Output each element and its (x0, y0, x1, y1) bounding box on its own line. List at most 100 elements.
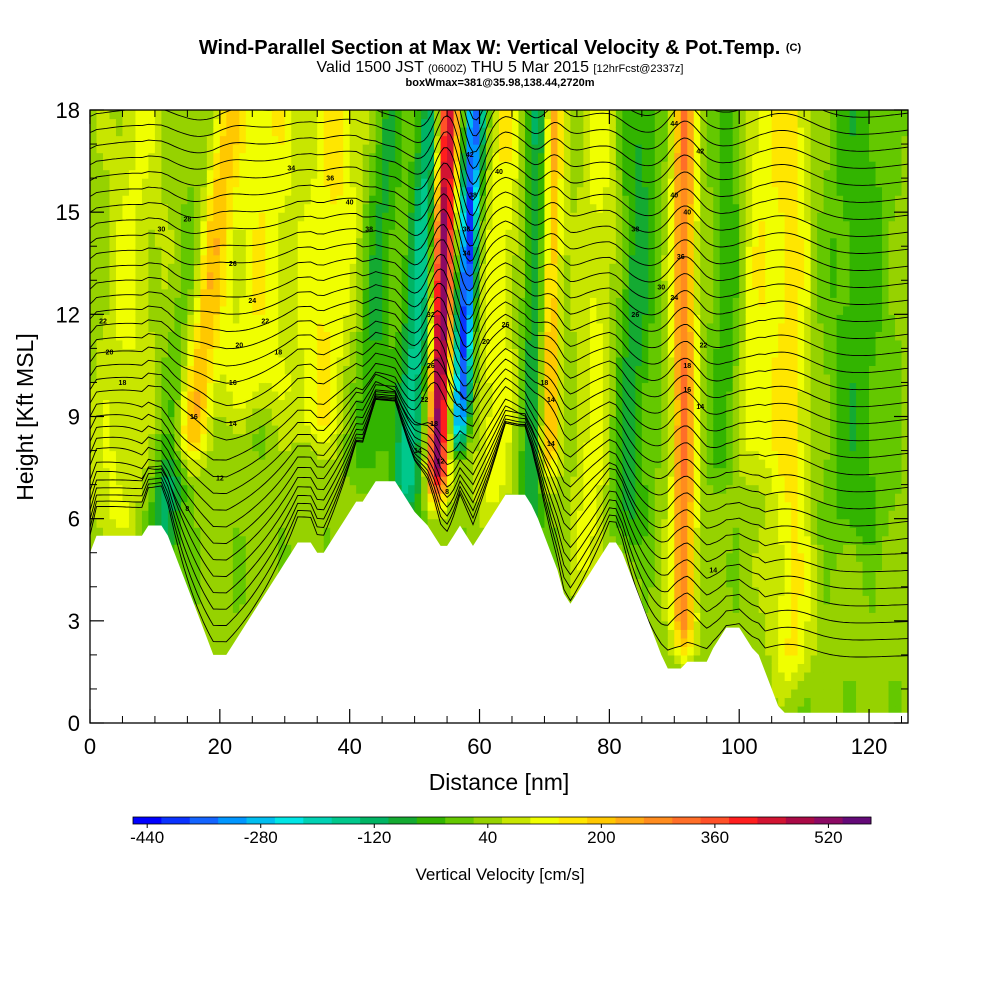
field-cell (232, 425, 240, 435)
field-cell (187, 322, 195, 332)
field-cell (524, 271, 533, 281)
field-cell (122, 297, 130, 307)
field-cell (135, 493, 143, 503)
field-cell (122, 501, 130, 511)
field-cell (258, 237, 266, 247)
field-cell (291, 314, 299, 324)
field-cell (232, 442, 240, 452)
field-cell (200, 399, 208, 409)
field-cell (226, 288, 234, 298)
field-cell (304, 297, 312, 307)
field-cell (304, 314, 312, 324)
field-cell (473, 527, 481, 537)
field-cell (128, 373, 137, 384)
field-cell (148, 161, 156, 171)
field-cell (330, 390, 338, 401)
field-cell (187, 535, 195, 545)
field-cell (232, 288, 240, 298)
field-cell (310, 331, 318, 341)
field-cell (96, 484, 104, 494)
field-cell (122, 348, 130, 358)
field-cell (180, 135, 188, 145)
field-cell (232, 305, 240, 315)
field-cell (102, 442, 111, 452)
field-cell (505, 305, 513, 315)
field-cell (434, 459, 442, 469)
field-cell (473, 407, 481, 418)
field-cell (284, 433, 292, 443)
field-cell (486, 314, 494, 324)
field-cell (174, 425, 182, 435)
field-cell (200, 612, 208, 622)
field-cell (128, 331, 137, 341)
field-cell (395, 425, 403, 435)
field-cell (187, 518, 195, 528)
field-cell (421, 288, 429, 298)
field-cell (291, 237, 299, 247)
field-cell (278, 297, 286, 307)
field-cell (193, 476, 201, 486)
field-cell (434, 229, 442, 239)
field-cell (349, 169, 357, 179)
field-cell (271, 348, 279, 358)
field-cell (317, 212, 325, 222)
field-cell (382, 110, 390, 120)
field-cell (401, 161, 409, 171)
field-cell (239, 544, 247, 554)
field-cell (466, 382, 474, 392)
field-cell (154, 127, 163, 137)
field-cell (284, 399, 292, 409)
field-cell (193, 442, 201, 452)
field-cell (362, 161, 370, 171)
field-cell (278, 161, 286, 171)
field-cell (174, 493, 182, 503)
field-cell (174, 271, 182, 281)
field-cell (492, 229, 500, 239)
field-cell (135, 314, 143, 324)
field-cell (473, 314, 481, 324)
field-cell (232, 382, 240, 392)
field-cell (408, 246, 416, 256)
field-cell (193, 339, 201, 349)
field-cell (187, 169, 195, 179)
field-cell (421, 416, 429, 426)
field-cell (161, 229, 169, 239)
field-cell (375, 135, 383, 145)
forecast-info: [12hrFcst@2337z] (593, 63, 684, 75)
field-cell (473, 280, 481, 290)
field-cell (174, 237, 182, 247)
field-cell (297, 246, 305, 256)
field-cell (265, 484, 273, 494)
field-cell (115, 161, 124, 171)
field-cell (154, 407, 163, 418)
field-cell (265, 416, 273, 426)
field-cell (511, 476, 520, 486)
field-cell (278, 501, 286, 511)
field-cell (460, 314, 468, 324)
field-cell (219, 646, 227, 656)
field-cell (135, 382, 143, 392)
field-cell (330, 322, 338, 332)
field-cell (148, 195, 156, 205)
field-cell (421, 373, 429, 384)
field-cell (265, 254, 273, 264)
field-cell (518, 407, 526, 418)
field-cell (421, 186, 429, 196)
field-cell (356, 407, 364, 418)
field-cell (453, 263, 461, 273)
field-cell (115, 442, 124, 452)
field-cell (447, 152, 455, 162)
field-cell (226, 586, 234, 596)
field-cell (349, 212, 357, 222)
field-cell (245, 603, 253, 613)
field-cell (245, 425, 253, 435)
field-cell (148, 373, 156, 384)
field-cell (128, 518, 137, 528)
field-cell (278, 144, 286, 154)
field-cell (369, 144, 377, 154)
field-cell (122, 237, 130, 247)
field-cell (258, 569, 266, 579)
field-cell (492, 407, 500, 418)
field-cell (252, 339, 260, 349)
field-cell (284, 407, 292, 418)
